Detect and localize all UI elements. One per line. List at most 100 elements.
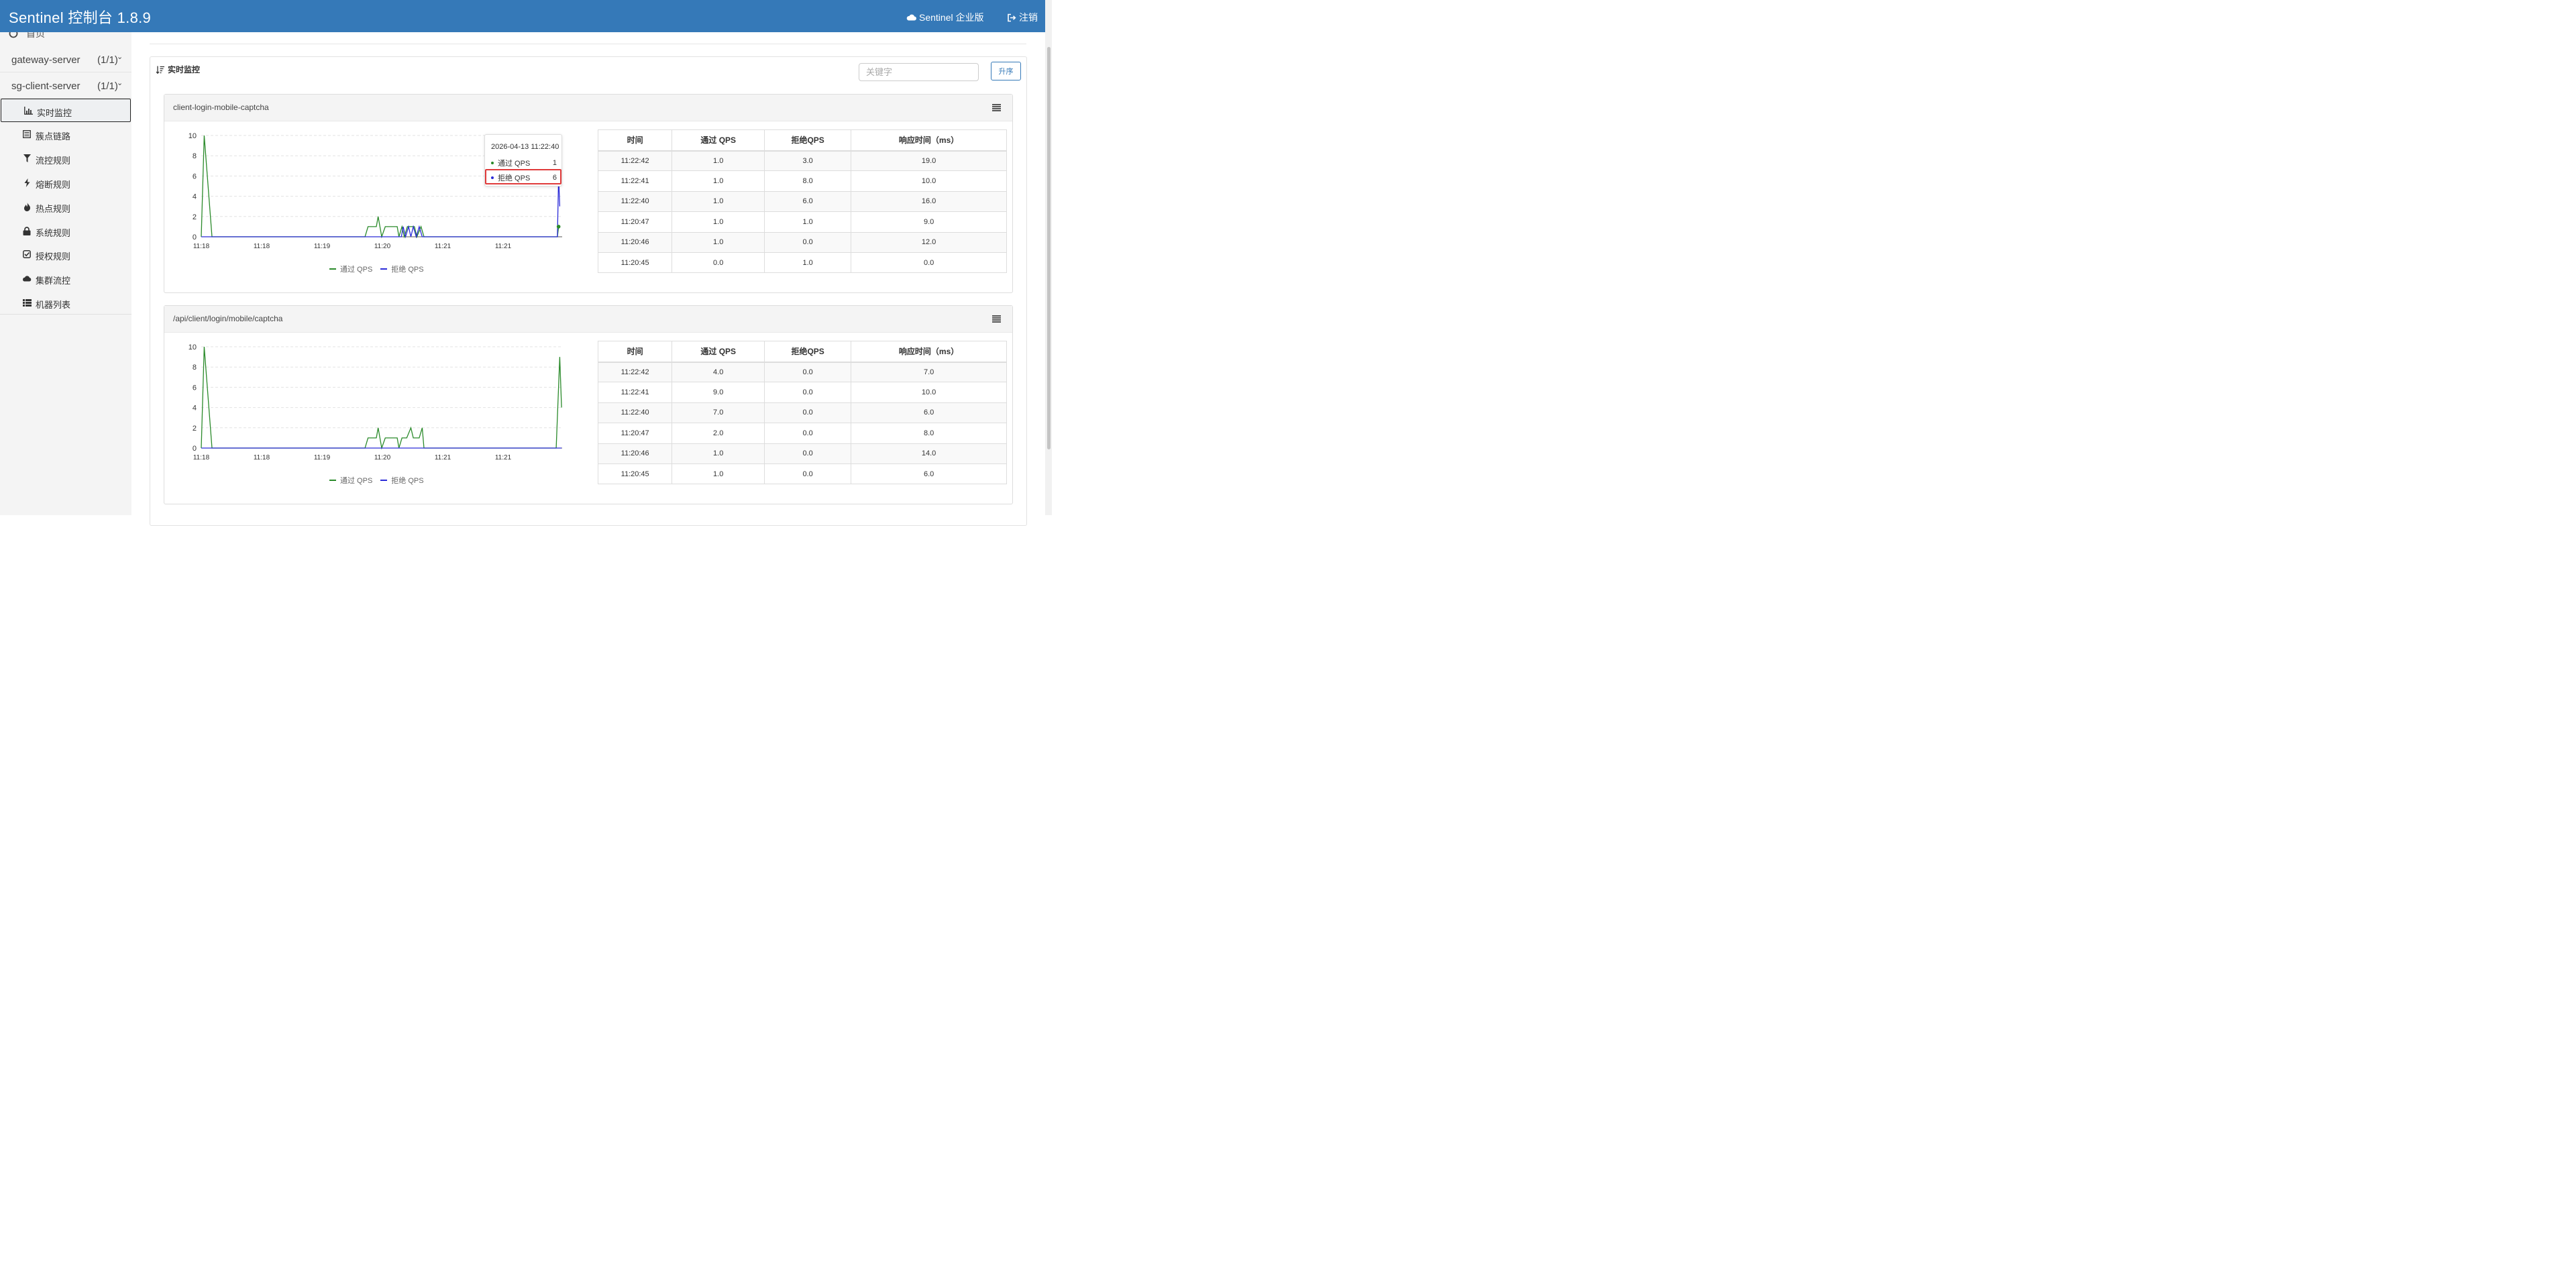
sidebar-app-sg-client-server[interactable]: sg-client-server (1/1) ⌄: [0, 73, 131, 99]
table-cell: 11:20:47: [597, 423, 673, 444]
sidebar-item-degrade-rules[interactable]: 熔断规则: [0, 171, 131, 195]
hover-point: [556, 225, 561, 229]
table-header: 响应时间（ms）: [851, 341, 1007, 363]
logout-link[interactable]: 注销: [1007, 11, 1038, 24]
table-cell: 19.0: [851, 150, 1007, 172]
resource-menu-icon[interactable]: [992, 315, 1001, 323]
panel-title: 实时监控: [156, 64, 200, 75]
check-square-icon: [22, 250, 32, 259]
sidebar-app-gateway-server[interactable]: gateway-server (1/1) ⌄: [0, 47, 131, 72]
y-tick-label: 8: [193, 152, 197, 160]
app-name: gateway-server: [11, 54, 80, 66]
sidebar-item-home[interactable]: 首页: [0, 32, 131, 40]
resource-card-header: /api/client/login/mobile/captcha: [164, 306, 1012, 333]
bar-chart-icon: [23, 106, 33, 115]
resource-card: /api/client/login/mobile/captcha 0 2 4 6 8 10…: [164, 305, 1013, 504]
menu-label: 流控规则: [36, 156, 71, 166]
table-cell: 11:22:40: [597, 402, 673, 424]
qps-line-chart[interactable]: 0 2 4 6 8 10 11:18 11:18 11:19 11:20 11:21 11:21: [164, 333, 580, 474]
table-cell: 11:22:41: [597, 170, 673, 192]
table-cell: 11:22:41: [597, 382, 673, 403]
table-header: 拒绝QPS: [764, 341, 852, 363]
table-header: 时间: [597, 341, 673, 363]
table-cell: 1.0: [672, 190, 765, 213]
tooltip-row-pass: 通过 QPS 1: [491, 158, 557, 168]
y-tick-label: 4: [193, 404, 197, 413]
chevron-down-icon: ⌄: [117, 53, 123, 61]
sidebar-item-flow-rules[interactable]: 流控规则: [0, 147, 131, 170]
table-cell: 11:20:46: [597, 231, 673, 253]
legend-item-pass[interactable]: 通过 QPS: [329, 264, 372, 274]
resource-menu-icon[interactable]: [992, 104, 1001, 111]
legend-item-block[interactable]: 拒绝 QPS: [380, 475, 424, 486]
keyword-search-input[interactable]: [859, 63, 979, 81]
y-tick-label: 10: [189, 343, 197, 351]
table-cell: 1.0: [672, 443, 765, 464]
y-tick-label: 8: [193, 364, 197, 372]
table-row: 11:20:47 2.0 0.0 8.0: [597, 423, 1007, 444]
sidebar-item-authority-rules[interactable]: 授权规则: [0, 243, 131, 266]
sidebar-item-cluster-flow[interactable]: 集群流控: [0, 267, 131, 290]
table-row: 11:22:40 1.0 6.0 16.0: [597, 190, 1007, 213]
table-cell: 0.0: [764, 402, 852, 424]
menu-label: 热点规则: [36, 204, 71, 214]
table-header: 响应时间（ms）: [851, 129, 1007, 152]
sidebar-item-realtime-monitor[interactable]: 实时监控: [1, 99, 131, 122]
sign-out-icon: [1008, 13, 1016, 21]
lock-icon: [22, 226, 32, 235]
sidebar-item-system-rules[interactable]: 系统规则: [0, 219, 131, 243]
table-cell: 0.0: [764, 231, 852, 253]
y-tick-label: 10: [189, 132, 197, 140]
table-row: 11:20:46 1.0 0.0 12.0: [597, 231, 1007, 253]
table-cell: 12.0: [851, 231, 1007, 253]
table-header: 通过 QPS: [672, 341, 765, 363]
table-cell: 11:20:45: [597, 252, 673, 274]
table-cell: 6.0: [851, 402, 1007, 424]
x-tick-label: 11:19: [314, 454, 331, 461]
sidebar-item-cluster-link[interactable]: 簇点链路: [0, 123, 131, 146]
legend-item-pass[interactable]: 通过 QPS: [329, 475, 372, 486]
menu-label: 系统规则: [36, 228, 71, 238]
th-list-icon: [22, 298, 32, 307]
legend-item-block[interactable]: 拒绝 QPS: [380, 264, 424, 274]
sidebar-item-machine-list[interactable]: 机器列表: [0, 291, 131, 315]
scrollbar-thumb[interactable]: [1047, 47, 1051, 449]
table-cell: 10.0: [851, 170, 1007, 192]
sort-order-button[interactable]: 升序: [991, 62, 1021, 80]
chart-legend: 通过 QPS 拒绝 QPS: [329, 264, 424, 274]
table-cell: 7.0: [672, 402, 765, 424]
y-tick-label: 0: [193, 233, 197, 241]
table-row: 11:20:45 1.0 0.0 6.0: [597, 463, 1007, 485]
top-navbar: Sentinel 控制台 1.8.9 Sentinel 企业版 注销: [0, 0, 1045, 32]
menu-label: 集群流控: [36, 276, 71, 286]
bolt-icon: [22, 178, 32, 187]
enterprise-link[interactable]: Sentinel 企业版: [906, 11, 983, 24]
x-tick-label: 11:21: [495, 243, 512, 250]
enterprise-label: Sentinel 企业版: [919, 12, 984, 23]
menu-label: 机器列表: [36, 300, 71, 310]
table-cell: 9.0: [672, 382, 765, 403]
table-row: 11:22:41 9.0 0.0 10.0: [597, 382, 1007, 403]
table-cell: 1.0: [672, 170, 765, 192]
sidebar-item-hotspot-rules[interactable]: 热点规则: [0, 195, 131, 219]
table-header: 时间: [597, 129, 673, 152]
chart-legend: 通过 QPS 拒绝 QPS: [329, 475, 424, 486]
tooltip-block-label: 拒绝 QPS: [498, 174, 531, 182]
x-tick-label: 11:18: [193, 243, 210, 250]
table-cell: 6.0: [851, 463, 1007, 485]
app-title[interactable]: Sentinel 控制台 1.8.9: [9, 9, 152, 26]
table-row: 11:22:42 1.0 3.0 19.0: [597, 150, 1007, 172]
table-cell: 1.0: [764, 252, 852, 274]
x-tick-label: 11:19: [314, 243, 331, 250]
table-cell: 0.0: [764, 423, 852, 444]
tooltip-pass-label: 通过 QPS: [498, 160, 531, 168]
table-cell: 0.0: [764, 443, 852, 464]
table-row: 11:22:40 7.0 0.0 6.0: [597, 402, 1007, 424]
legend-label-pass: 通过 QPS: [340, 477, 373, 485]
table-cell: 16.0: [851, 190, 1007, 213]
table-header: 通过 QPS: [672, 129, 765, 152]
tooltip-time: 2026-04-13 11:22:40: [491, 143, 559, 151]
table-row: 11:20:45 0.0 1.0 0.0: [597, 252, 1007, 274]
menu-label: 熔断规则: [36, 180, 71, 190]
x-tick-label: 11:18: [254, 454, 270, 461]
